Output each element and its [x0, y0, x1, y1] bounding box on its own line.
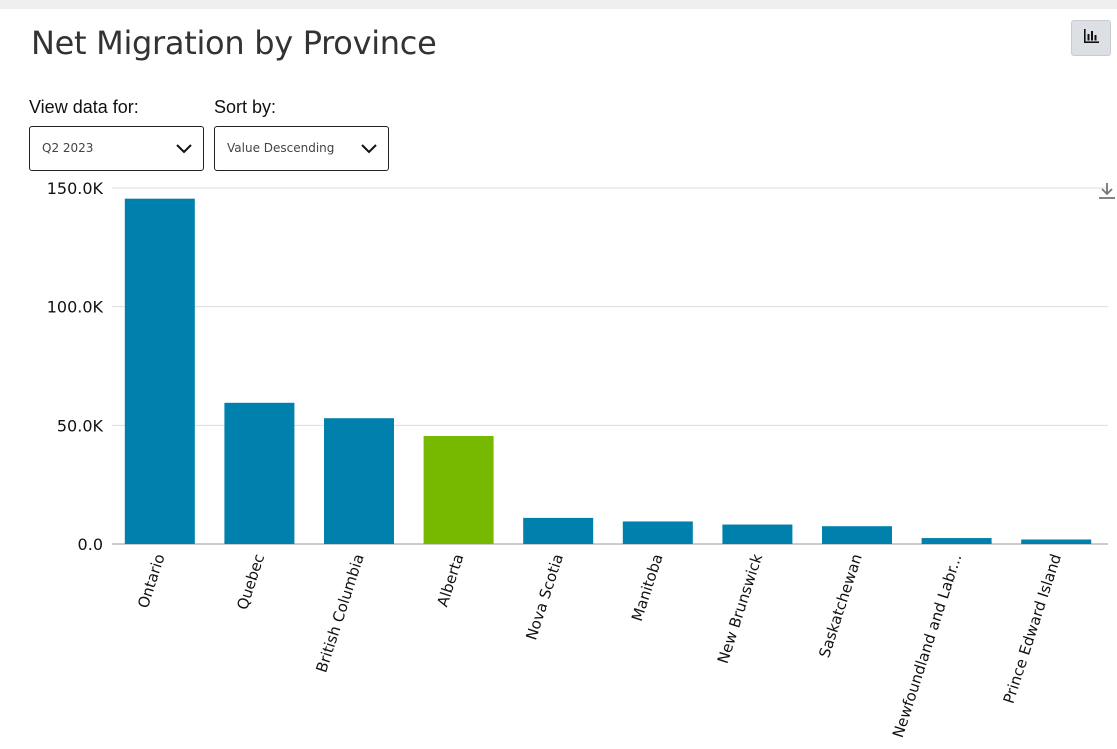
bar: [523, 517, 594, 544]
x-tick-label: Ontario: [134, 552, 168, 611]
sort-select-value: Value Descending: [227, 141, 335, 155]
x-tick-label: Newfoundland and Labr...: [889, 552, 965, 740]
bar: [822, 526, 892, 544]
period-select[interactable]: Q2 2023: [29, 126, 204, 171]
y-tick-label: 150.0K: [47, 179, 104, 198]
x-tick-label: Manitoba: [628, 552, 667, 624]
x-tick-label: Alberta: [433, 552, 467, 609]
chevron-down-icon: [175, 141, 193, 160]
x-tick-label: Nova Scotia: [522, 552, 567, 643]
bar-chart-icon: [1083, 28, 1099, 48]
y-tick-label: 50.0K: [57, 416, 104, 435]
bar: [124, 198, 195, 544]
chart-type-button[interactable]: [1071, 20, 1111, 56]
view-data-label: View data for:: [29, 97, 139, 117]
sort-by-label: Sort by:: [214, 97, 277, 117]
page-title: Net Migration by Province: [31, 24, 437, 62]
x-tick-label: British Columbia: [312, 552, 367, 675]
top-strip: [0, 0, 1117, 9]
bar: [423, 436, 494, 544]
bar: [324, 418, 394, 544]
chevron-down-icon: [360, 141, 378, 160]
x-tick-label: Quebec: [233, 552, 268, 612]
x-tick-label: Prince Edward Island: [1000, 552, 1065, 706]
bar: [722, 524, 793, 544]
y-tick-label: 100.0K: [47, 298, 104, 317]
bar: [1021, 539, 1092, 544]
download-icon: [1097, 183, 1117, 205]
y-tick-label: 0.0: [78, 535, 103, 554]
x-tick-label: Saskatchewan: [815, 552, 865, 660]
period-select-value: Q2 2023: [42, 141, 94, 155]
bar: [921, 538, 992, 544]
bar: [622, 521, 693, 544]
x-tick-label: New Brunswick: [714, 551, 766, 665]
sort-select[interactable]: Value Descending: [214, 126, 389, 171]
download-button[interactable]: [1097, 181, 1117, 201]
bar: [224, 402, 295, 544]
